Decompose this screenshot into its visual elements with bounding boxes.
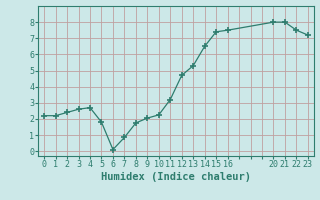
X-axis label: Humidex (Indice chaleur): Humidex (Indice chaleur) xyxy=(101,172,251,182)
